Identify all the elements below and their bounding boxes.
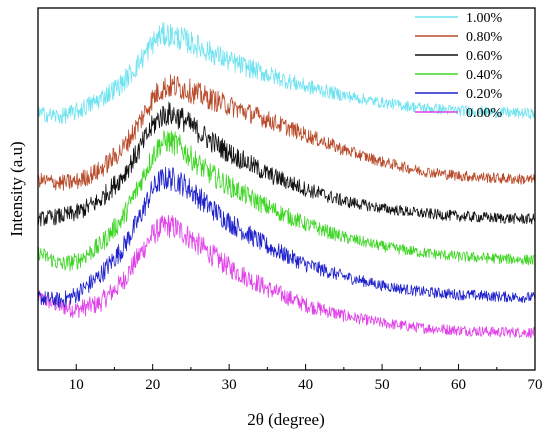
legend-entry: 0.00%: [415, 106, 503, 121]
x-axis-title: 2θ (degree): [247, 410, 325, 429]
legend-entry: 0.60%: [415, 49, 503, 64]
series-line: [37, 166, 536, 308]
legend: 1.00% 0.80% 0.60% 0.40% 0.20% 0.00%: [415, 11, 503, 121]
plot-area: [38, 8, 535, 370]
series-3: [37, 130, 536, 272]
series-4: [37, 166, 536, 308]
legend-entry: 0.20%: [415, 87, 503, 102]
series-line: [37, 214, 536, 339]
x-tick-label: 70: [528, 377, 543, 393]
series-line: [37, 74, 536, 191]
legend-label: 1.00%: [466, 11, 503, 26]
series-5: [37, 214, 536, 339]
plot-frame: [37, 7, 536, 371]
legend-entry: 0.40%: [415, 68, 503, 83]
legend-label: 0.20%: [466, 87, 503, 102]
legend-label: 0.00%: [466, 106, 503, 121]
x-tick-label: 50: [375, 377, 390, 393]
legend-label: 0.40%: [466, 68, 503, 83]
legend-entry: 0.80%: [415, 30, 503, 45]
x-tick-label: 10: [69, 377, 84, 393]
legend-label: 0.60%: [466, 49, 503, 64]
series-line: [37, 130, 536, 272]
legend-entry: 1.00%: [415, 11, 503, 26]
x-tick-label: 20: [145, 377, 160, 393]
series-line: [37, 22, 536, 124]
x-tick-label: 60: [451, 377, 466, 393]
legend-label: 0.80%: [466, 30, 503, 45]
x-tick-label: 30: [222, 377, 237, 393]
series-0: [37, 22, 536, 124]
x-tick-label: 40: [298, 377, 313, 393]
series-2: [37, 101, 536, 227]
series-1: [37, 74, 536, 191]
series-line: [37, 101, 536, 227]
x-axis: 10 20 30 40 50 60 70: [37, 364, 543, 393]
series-layer: [37, 22, 536, 339]
y-axis-title: Intensity (a.u): [7, 141, 26, 236]
